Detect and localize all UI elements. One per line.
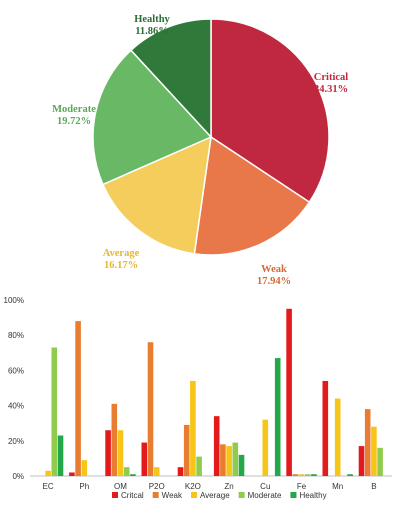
y-tick-label: 60%	[8, 366, 24, 375]
bar-healthy-mn	[347, 474, 353, 476]
bar-critcal-b	[358, 446, 365, 476]
bar-healthy-cu	[274, 358, 281, 476]
bar-weak-om	[111, 403, 118, 476]
bar-moderate-k2o	[196, 456, 202, 476]
bar-healthy-ec	[57, 435, 64, 476]
bar-average-b	[371, 426, 377, 476]
bar-weak-k2o	[183, 424, 190, 476]
bar-healthy-om	[130, 474, 136, 476]
legend-swatch-weak	[152, 492, 159, 498]
x-tick-label-mn: Mn	[332, 482, 343, 491]
legend-label-healthy: Healthy	[299, 491, 326, 500]
x-tick-label-fe: Fe	[297, 482, 307, 491]
bar-average-cu	[262, 419, 269, 476]
pie-slice-weak	[193, 135, 311, 256]
legend-label-critcal: Critcal	[121, 491, 144, 500]
bar-moderate-om	[123, 467, 130, 476]
pie-value-moderate: 19.72%	[57, 116, 91, 127]
bar-healthy-fe	[311, 474, 317, 476]
pie-label-critical: Critical	[314, 72, 348, 83]
bar-average-ec	[45, 470, 51, 476]
pie-slice-healthy	[129, 18, 212, 139]
bar-critcal-om	[105, 430, 111, 476]
x-tick-label-zn: Zn	[224, 482, 233, 491]
legend-swatch-average	[190, 492, 197, 498]
x-tick-label-ph: Ph	[79, 482, 89, 491]
pie-label-healthy: Healthy	[134, 14, 170, 25]
bar-healthy-zn	[238, 454, 245, 476]
pie-value-weak: 17.94%	[257, 276, 291, 287]
y-tick-label: 100%	[4, 296, 24, 305]
y-tick-label: 20%	[8, 437, 24, 446]
x-tick-label-cu: Cu	[260, 482, 270, 491]
legend-label-moderate: Moderate	[248, 491, 282, 500]
legend-swatch-critcal	[112, 492, 118, 498]
x-tick-label-om: OM	[114, 482, 127, 491]
bar-weak-p2o	[147, 342, 154, 476]
pie-value-average: 16.17%	[104, 260, 138, 271]
bar-critcal-ph	[69, 472, 75, 476]
y-tick-label: 0%	[12, 472, 24, 481]
bar-average-k2o	[190, 380, 196, 476]
pie-slice-moderate	[92, 49, 213, 186]
bar-critcal-k2o	[177, 467, 184, 476]
pie-slice-average	[101, 135, 212, 255]
bar-critcal-fe	[286, 308, 292, 476]
bar-average-om	[117, 430, 124, 476]
legend-label-weak: Weak	[162, 491, 183, 500]
bar-critcal-mn	[322, 380, 329, 476]
legend-swatch-healthy	[290, 492, 297, 498]
bar-average-ph	[81, 460, 88, 476]
pie-label-moderate: Moderate	[52, 104, 96, 115]
legend-label-average: Average	[200, 491, 230, 500]
bar-average-fe	[298, 474, 305, 476]
bar-moderate-b	[377, 447, 383, 476]
x-tick-label-k2o: K2O	[185, 482, 201, 491]
pie-label-weak: Weak	[261, 264, 287, 275]
bar-average-zn	[226, 446, 232, 476]
bar-average-mn	[334, 398, 341, 476]
bar-weak-ph	[75, 321, 81, 476]
y-tick-label: 40%	[8, 402, 24, 411]
pie-value-healthy: 11.86%	[135, 26, 169, 37]
bar-critcal-p2o	[141, 442, 148, 476]
pie-label-average: Average	[103, 248, 140, 259]
bar-chart: 0% 20% 40% 60% 80% 100% EC Ph OM P2O K2O Zn Cu Fe Mn B C…	[4, 296, 392, 500]
bar-weak-zn	[220, 444, 226, 476]
x-tick-label-b: B	[371, 482, 376, 491]
bar-moderate-fe	[304, 474, 311, 476]
pie-value-critical: 34.31%	[314, 84, 348, 95]
bar-weak-b	[364, 409, 371, 476]
x-tick-label-p2o: P2O	[149, 482, 165, 491]
bar-critcal-zn	[213, 416, 220, 476]
legend-swatch-moderate	[238, 492, 245, 498]
bar-average-p2o	[153, 467, 160, 476]
bar-moderate-ec	[51, 347, 58, 476]
y-tick-label: 80%	[8, 331, 24, 340]
x-tick-label-ec: EC	[43, 482, 54, 491]
bar-moderate-zn	[232, 442, 239, 476]
bar-weak-fe	[292, 474, 299, 476]
